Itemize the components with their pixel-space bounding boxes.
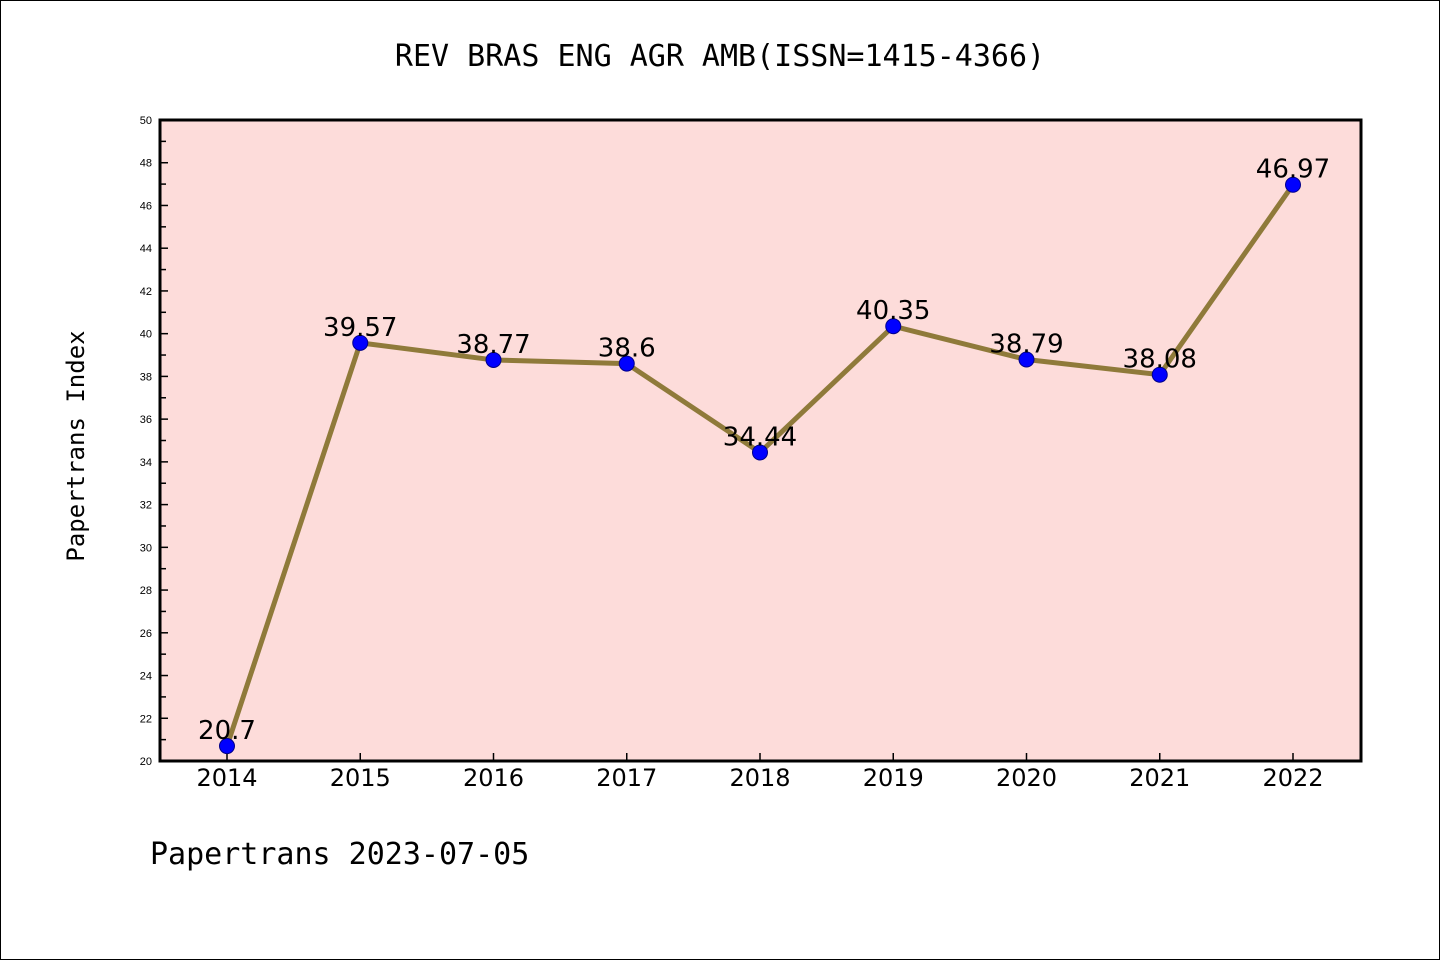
data-point <box>485 351 502 368</box>
x-tick-label: 2016 <box>463 764 524 792</box>
x-axis: 2014 2015 2016 2017 2018 2019 2020 2021 2022 <box>196 753 1324 792</box>
data-label: 38.79 <box>989 330 1063 360</box>
x-tick-label: 2018 <box>729 764 790 792</box>
data-label: 38.6 <box>598 334 656 364</box>
data-label: 20.7 <box>198 716 256 746</box>
y-tick-label: 38 <box>140 371 152 383</box>
y-tick-label: 32 <box>140 500 152 512</box>
data-label: 34.44 <box>723 422 797 452</box>
x-tick-label: 2022 <box>1262 764 1323 792</box>
y-tick-label: 30 <box>140 542 152 554</box>
data-point <box>618 355 635 372</box>
x-tick-label: 2017 <box>596 764 657 792</box>
y-tick-label: 42 <box>140 286 152 298</box>
series-layer: 20.7 39.57 38.77 38.6 34.44 40.35 38.79 38.08 46… <box>198 155 1330 755</box>
data-point <box>1151 366 1168 383</box>
data-point <box>752 444 768 461</box>
footer-text: Papertrans 2023-07-05 <box>150 837 529 872</box>
data-label: 40.35 <box>856 296 930 326</box>
x-tick-label: 2021 <box>1129 764 1190 792</box>
data-point <box>1018 351 1035 368</box>
y-tick-label: 24 <box>140 671 152 683</box>
y-tick-label: 34 <box>140 457 152 469</box>
data-point <box>352 334 369 351</box>
data-label: 39.57 <box>323 313 397 343</box>
y-tick-label: 36 <box>140 414 152 426</box>
data-label: 46.97 <box>1256 155 1330 185</box>
x-tick-label: 2014 <box>196 764 257 792</box>
y-tick-label: 48 <box>140 158 152 170</box>
x-tick-label: 2020 <box>996 764 1057 792</box>
data-label: 38.77 <box>456 330 530 360</box>
chart-title: REV BRAS ENG AGR AMB(ISSN=1415-4366) <box>395 39 1045 74</box>
y-tick-label: 22 <box>140 713 152 725</box>
y-tick-label: 26 <box>140 628 152 640</box>
data-label: 38.08 <box>1123 345 1197 375</box>
x-tick-label: 2015 <box>330 764 391 792</box>
plot-border <box>158 118 1363 763</box>
y-tick-label: 46 <box>140 200 152 212</box>
data-point <box>219 738 235 755</box>
data-point <box>885 318 902 335</box>
y-tick-label: 40 <box>140 329 152 341</box>
plot-area <box>160 120 1361 761</box>
y-axis-label: Papertrans Index <box>62 330 90 561</box>
data-point <box>1285 176 1301 193</box>
y-tick-label: 28 <box>140 585 152 597</box>
x-tick-label: 2019 <box>863 764 924 792</box>
y-tick-label: 20 <box>140 756 152 768</box>
y-tick-label: 50 <box>140 115 152 127</box>
y-tick-label: 44 <box>140 243 152 255</box>
